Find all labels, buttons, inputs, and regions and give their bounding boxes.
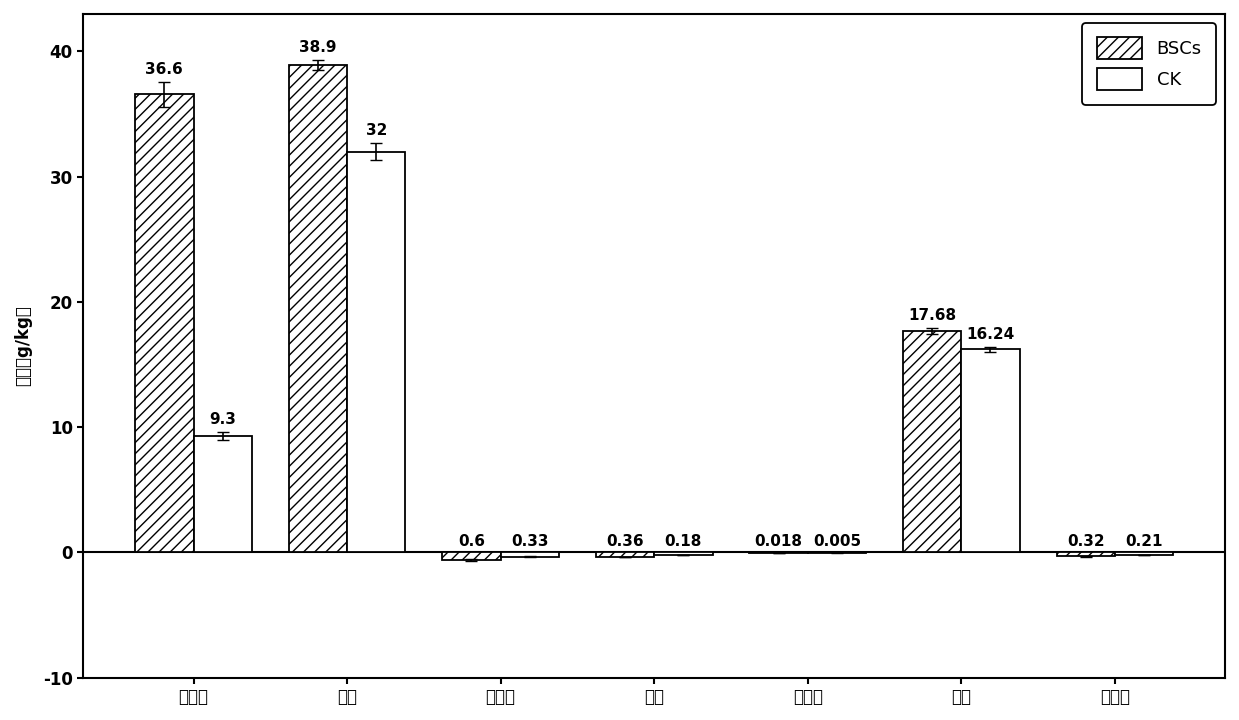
Bar xyxy=(442,552,501,560)
Bar xyxy=(654,552,712,554)
Y-axis label: 养分（g/kg）: 养分（g/kg） xyxy=(14,305,32,386)
Legend: BSCs, CK: BSCs, CK xyxy=(1083,23,1217,105)
Bar xyxy=(1115,552,1173,555)
Bar xyxy=(501,552,559,557)
Text: 0.18: 0.18 xyxy=(664,534,703,549)
Text: 0.21: 0.21 xyxy=(1125,534,1162,549)
Bar xyxy=(289,66,347,552)
Text: 0.005: 0.005 xyxy=(813,534,861,549)
Bar xyxy=(1057,552,1115,557)
Bar xyxy=(903,331,961,552)
Text: 0.32: 0.32 xyxy=(1067,534,1104,549)
Text: 0.36: 0.36 xyxy=(606,534,644,549)
Text: 0.6: 0.6 xyxy=(458,534,484,549)
Bar xyxy=(596,552,654,557)
Bar xyxy=(961,349,1020,552)
Bar xyxy=(193,436,252,552)
Text: 9.3: 9.3 xyxy=(209,412,237,426)
Bar xyxy=(135,94,193,552)
Text: 17.68: 17.68 xyxy=(908,308,957,323)
Bar xyxy=(347,152,405,552)
Text: 38.9: 38.9 xyxy=(299,40,337,55)
Text: 32: 32 xyxy=(366,123,387,138)
Text: 16.24: 16.24 xyxy=(966,327,1015,341)
Text: 36.6: 36.6 xyxy=(145,61,183,76)
Text: 0.33: 0.33 xyxy=(510,534,549,549)
Text: 0.018: 0.018 xyxy=(755,534,803,549)
